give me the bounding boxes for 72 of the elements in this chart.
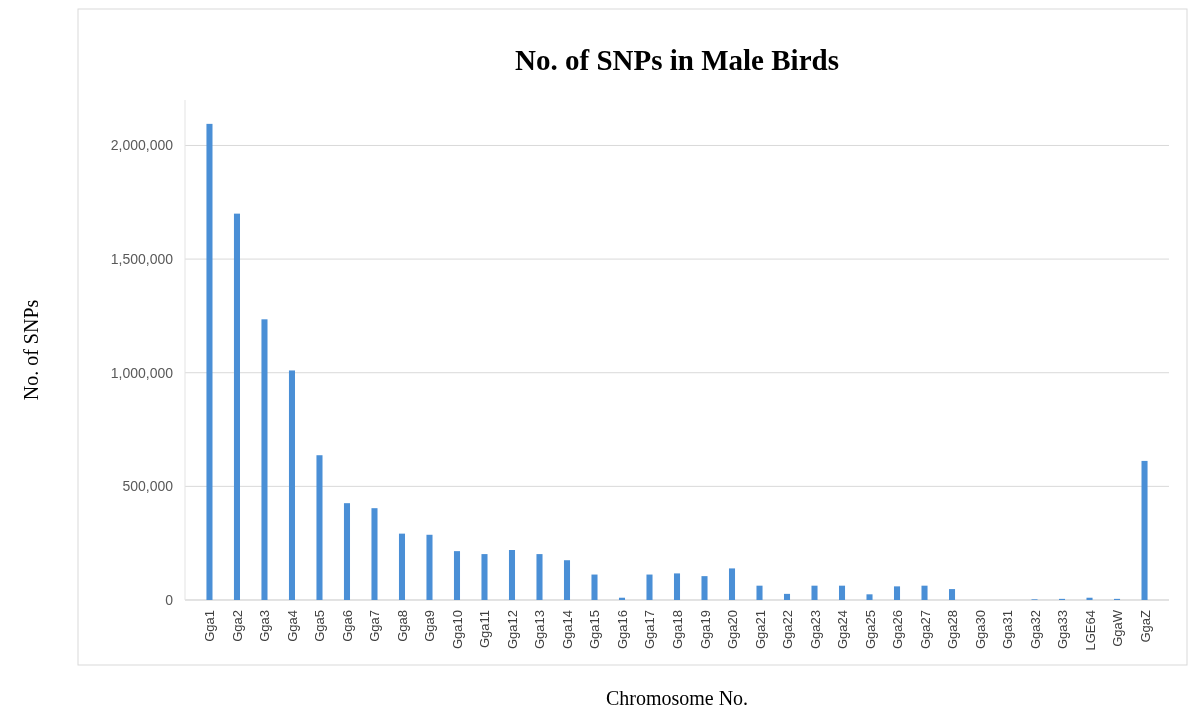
bar — [783, 593, 791, 600]
bar — [866, 594, 873, 600]
bar — [206, 123, 213, 600]
x-tick-label: Gga12 — [504, 610, 520, 650]
x-tick-label: Gga9 — [422, 610, 438, 642]
y-tick-label: 1,000,000 — [110, 364, 174, 381]
x-tick-label: GgaW — [1110, 609, 1126, 647]
x-tick-label: Gga10 — [449, 610, 465, 650]
x-tick-label: Gga31 — [1000, 610, 1016, 650]
x-tick-label: Gga20 — [725, 610, 740, 650]
x-tick-label: Gga26 — [890, 610, 906, 650]
bar — [563, 560, 571, 600]
bar — [673, 573, 681, 600]
y-tick-label: 2,000,000 — [110, 137, 174, 154]
x-tick-label: Gga23 — [807, 610, 823, 650]
bar — [316, 455, 323, 600]
x-tick-label: Gga19 — [697, 610, 713, 650]
x-tick-label: GgaZ — [1137, 609, 1153, 643]
bar — [453, 551, 461, 600]
bar — [426, 534, 433, 600]
x-tick-label: Gga6 — [339, 610, 355, 642]
x-tick-label: Gga7 — [367, 610, 383, 642]
bar — [756, 585, 763, 600]
bar — [481, 554, 488, 600]
x-tick-label: Gga14 — [559, 610, 575, 650]
bar — [371, 508, 378, 600]
y-tick-label: 0 — [165, 591, 174, 608]
x-tick-label: LGE64 — [1082, 610, 1098, 651]
bar — [508, 550, 516, 600]
x-tick-label: Gga4 — [284, 610, 300, 642]
bar — [1086, 597, 1093, 600]
bar — [948, 589, 956, 600]
x-tick-label: Gga5 — [312, 610, 328, 642]
x-tick-label: Gga3 — [257, 610, 273, 642]
x-tick-label: Gga18 — [670, 610, 685, 650]
bar — [701, 576, 708, 600]
y-tick-label: 1,500,000 — [110, 250, 174, 267]
bar — [838, 585, 846, 600]
x-tick-label: Gga21 — [752, 610, 768, 650]
x-tick-label: Gga8 — [394, 610, 410, 642]
bar — [536, 554, 543, 600]
bar — [343, 503, 351, 600]
x-tick-label: Gga15 — [587, 610, 603, 650]
y-tick-label: 500,000 — [122, 478, 174, 495]
bar — [646, 574, 653, 600]
bar — [261, 319, 268, 600]
bar — [811, 585, 818, 600]
bar — [921, 585, 928, 600]
bar — [1141, 460, 1148, 600]
x-tick-label: Gga33 — [1055, 610, 1071, 650]
x-tick-label: Gga27 — [917, 610, 933, 650]
x-tick-label: Gga32 — [1027, 610, 1043, 650]
x-tick-label: Gga24 — [835, 610, 851, 650]
x-axis-title: Chromosome No. — [605, 687, 749, 709]
x-tick-label: Gga13 — [532, 610, 548, 650]
bar — [591, 574, 598, 600]
x-tick-label: Gga16 — [615, 610, 630, 650]
bar — [398, 533, 406, 600]
x-tick-label: Gga22 — [780, 610, 796, 650]
x-tick-label: Gga2 — [229, 610, 245, 642]
x-tick-label: Gga25 — [862, 610, 878, 650]
bar — [233, 213, 240, 600]
bar — [288, 370, 296, 600]
x-tick-label: Gga30 — [972, 610, 988, 650]
y-axis-title: No. of SNPs — [20, 299, 42, 401]
x-tick-label: Gga11 — [477, 610, 493, 649]
x-tick-label: Gga28 — [945, 610, 961, 650]
chart-title: No. of SNPs in Male Birds — [515, 44, 839, 76]
x-tick-label: Gga1 — [202, 610, 218, 642]
bar — [728, 568, 736, 600]
bar — [893, 586, 901, 600]
x-tick-label: Gga17 — [642, 610, 658, 650]
